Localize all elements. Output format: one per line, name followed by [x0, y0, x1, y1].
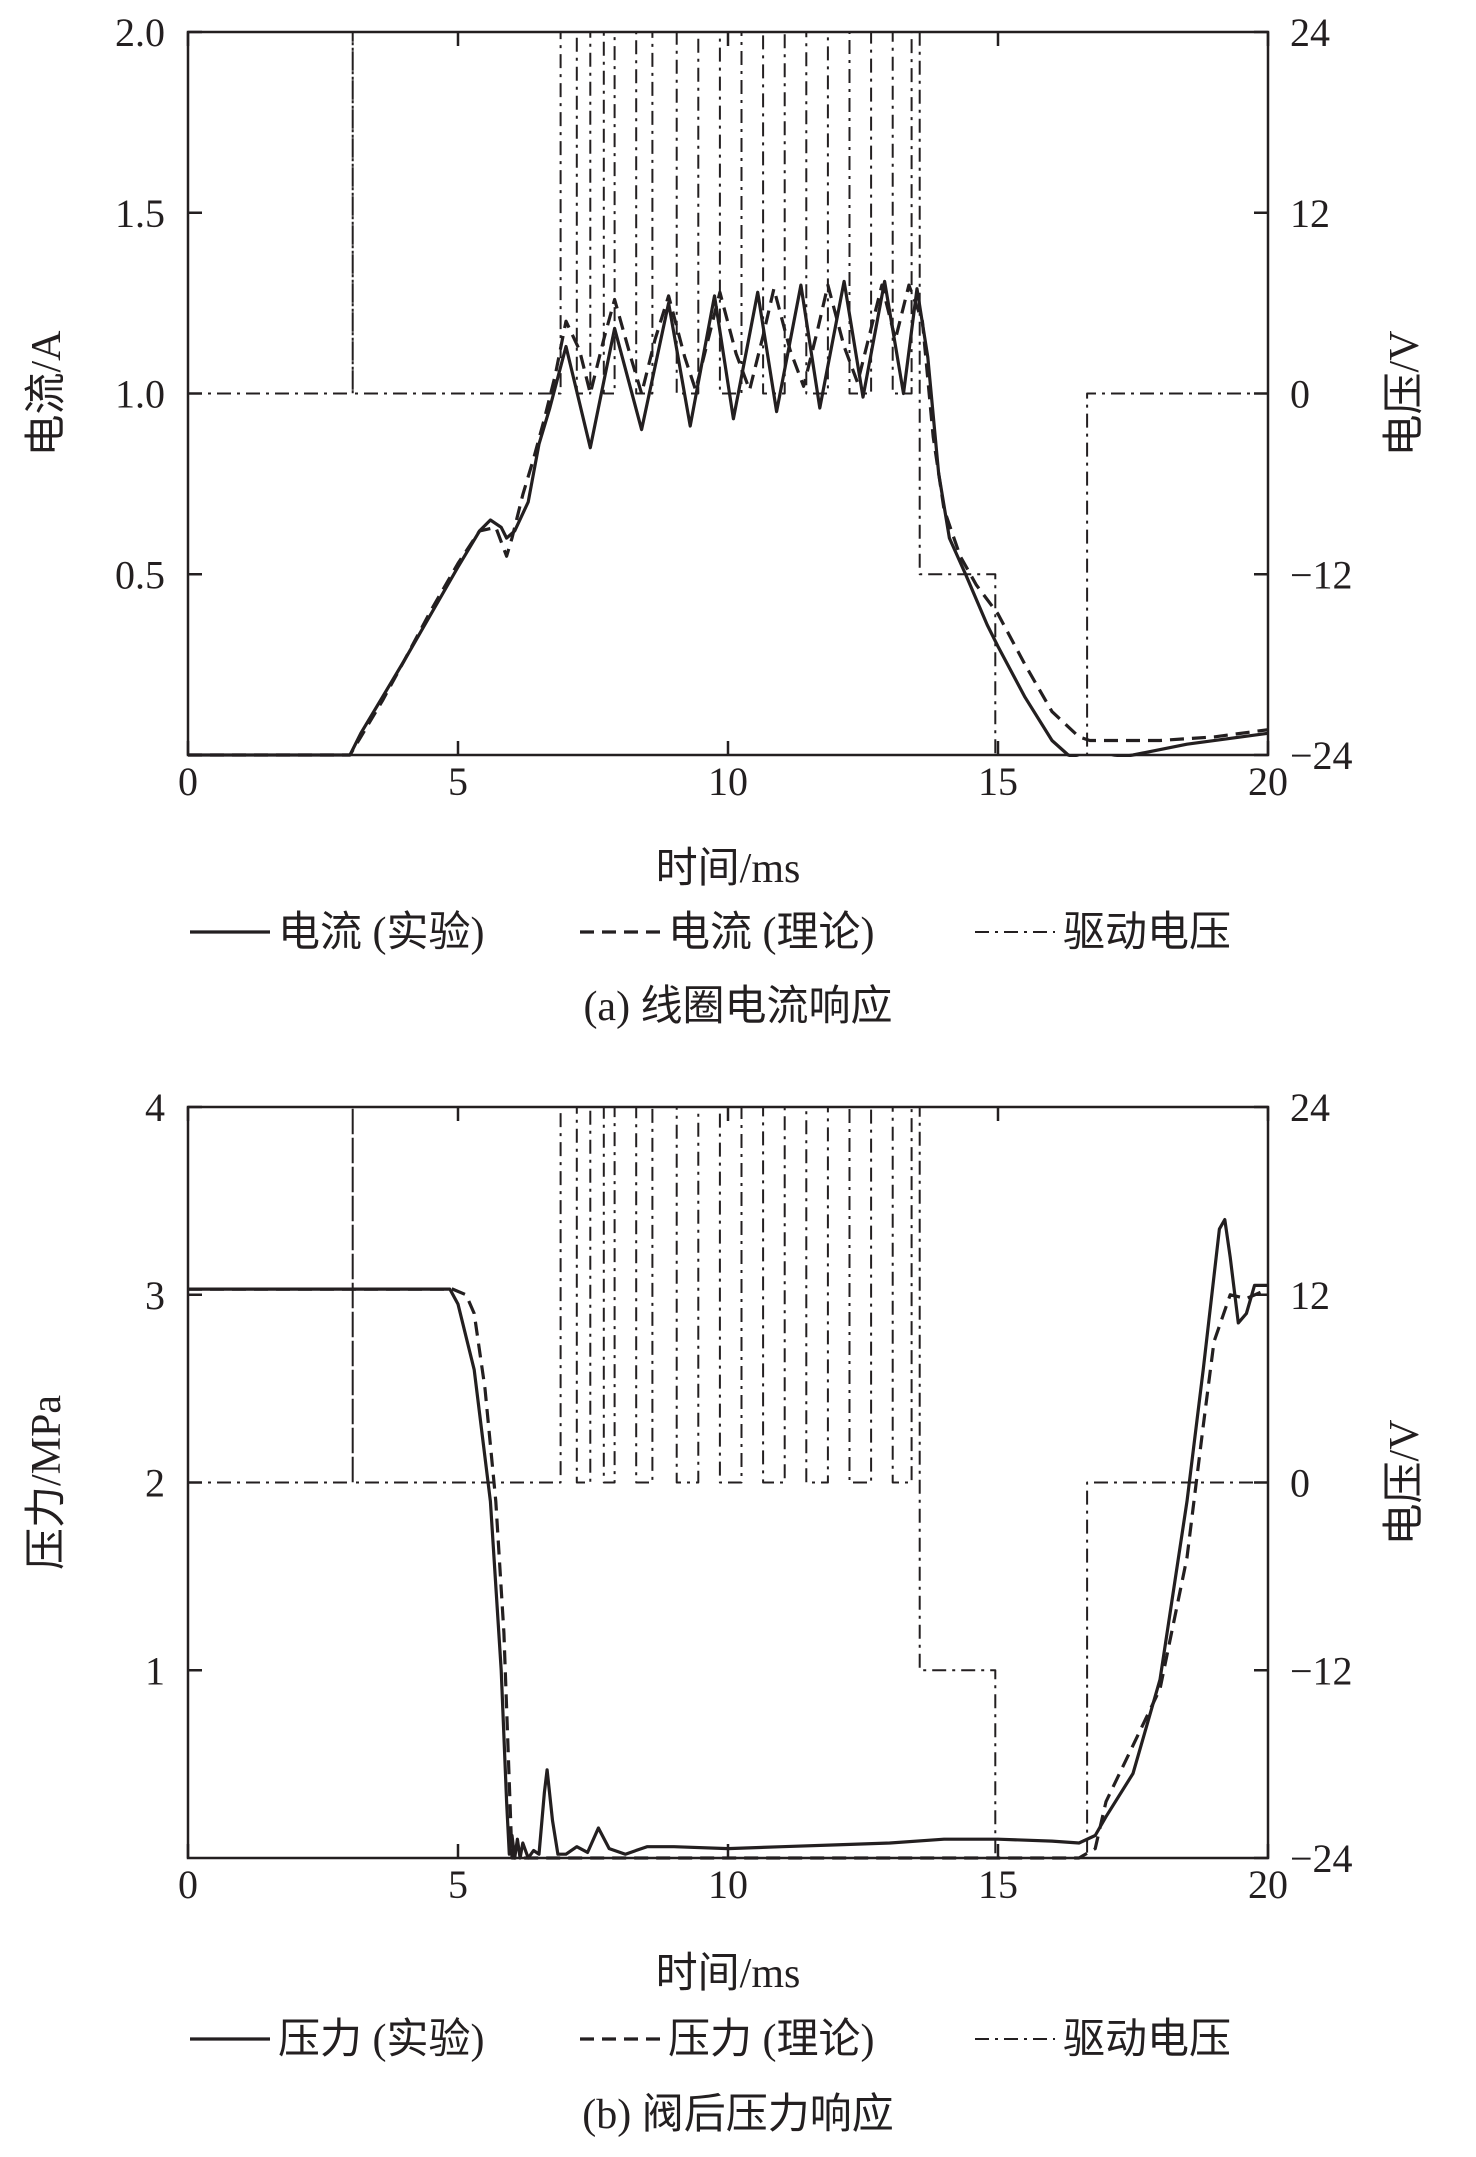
- series-line-dashed: [188, 1287, 1268, 1860]
- series-line-dashed: [188, 283, 1268, 757]
- y2-tick-label: −12: [1290, 1648, 1353, 1693]
- series-line-solid: [188, 279, 1268, 757]
- x-tick-label: 5: [448, 1862, 468, 1907]
- x-tick-label: 0: [178, 759, 198, 804]
- y-tick-label: 2: [145, 1461, 165, 1506]
- x-tick-label: 15: [978, 1862, 1018, 1907]
- y-tick-label: 1.5: [115, 191, 165, 236]
- y2-tick-label: −12: [1290, 552, 1353, 597]
- y2-tick-label: −24: [1290, 733, 1353, 778]
- legend-label: 驱动电压: [1063, 2017, 1231, 2063]
- legend-label: 电流 (实验): [278, 909, 484, 956]
- x-tick-label: 20: [1248, 1862, 1288, 1907]
- y2-tick-label: 24: [1290, 1085, 1330, 1130]
- legend-label: 压力 (实验): [278, 2016, 484, 2063]
- chart-panel-pressure: 0 5 10 15 20 1 2 3 4 −24 −12 0 12 24 时间/ms 压力/MPa 电压/V 压力…: [0, 1075, 1476, 2157]
- y-tick-label: 2.0: [115, 10, 165, 55]
- series-line-solid: [188, 1218, 1268, 1860]
- series-line-dashdot: [188, 31, 1268, 756]
- y-axis-title: 压力/MPa: [24, 1395, 70, 1570]
- x-axis-title: 时间/ms: [656, 1951, 801, 1997]
- y-tick-label: 1.0: [115, 372, 165, 417]
- x-tick-label: 10: [708, 1862, 748, 1907]
- y-tick-label: 0.5: [115, 552, 165, 597]
- x-axis-title: 时间/ms: [656, 846, 801, 892]
- chart-caption: (b) 阀后压力响应: [582, 2091, 893, 2138]
- x-tick-label: 5: [448, 759, 468, 804]
- y2-tick-label: 0: [1290, 372, 1310, 417]
- series-line-dashdot: [188, 1106, 1268, 1859]
- legend-label: 压力 (理论): [668, 2017, 874, 2063]
- x-tick-label: 20: [1248, 759, 1288, 804]
- y2-tick-label: 12: [1290, 191, 1330, 236]
- chart-panel-current: 0 5 10 15 20 0.5 1.0 1.5 2.0 −24 −12 0 12 24 时间/ms 电流/A…: [0, 0, 1476, 1075]
- chart-current-svg: 0 5 10 15 20 0.5 1.0 1.5 2.0 −24 −12 0 12 24 时间/ms 电流/A…: [24, 10, 1428, 1030]
- y2-tick-label: 24: [1290, 10, 1330, 55]
- y2-tick-label: −24: [1290, 1836, 1353, 1881]
- chart-caption: (a) 线圈电流响应: [583, 983, 892, 1030]
- x-tick-label: 0: [178, 1862, 198, 1907]
- y2-tick-label: 12: [1290, 1273, 1330, 1318]
- legend-label: 驱动电压: [1063, 910, 1231, 956]
- y-tick-label: 4: [145, 1085, 165, 1130]
- x-tick-label: 15: [978, 759, 1018, 804]
- y2-tick-label: 0: [1290, 1461, 1310, 1506]
- y-tick-label: 3: [145, 1273, 165, 1318]
- y-tick-label: 1: [145, 1648, 165, 1693]
- y-axis-title: 电流/A: [24, 330, 70, 457]
- y2-axis-title: 电压/V: [1382, 1419, 1428, 1545]
- x-tick-label: 10: [708, 759, 748, 804]
- legend-label: 电流 (理论): [668, 910, 874, 956]
- y2-axis-title: 电压/V: [1382, 330, 1428, 456]
